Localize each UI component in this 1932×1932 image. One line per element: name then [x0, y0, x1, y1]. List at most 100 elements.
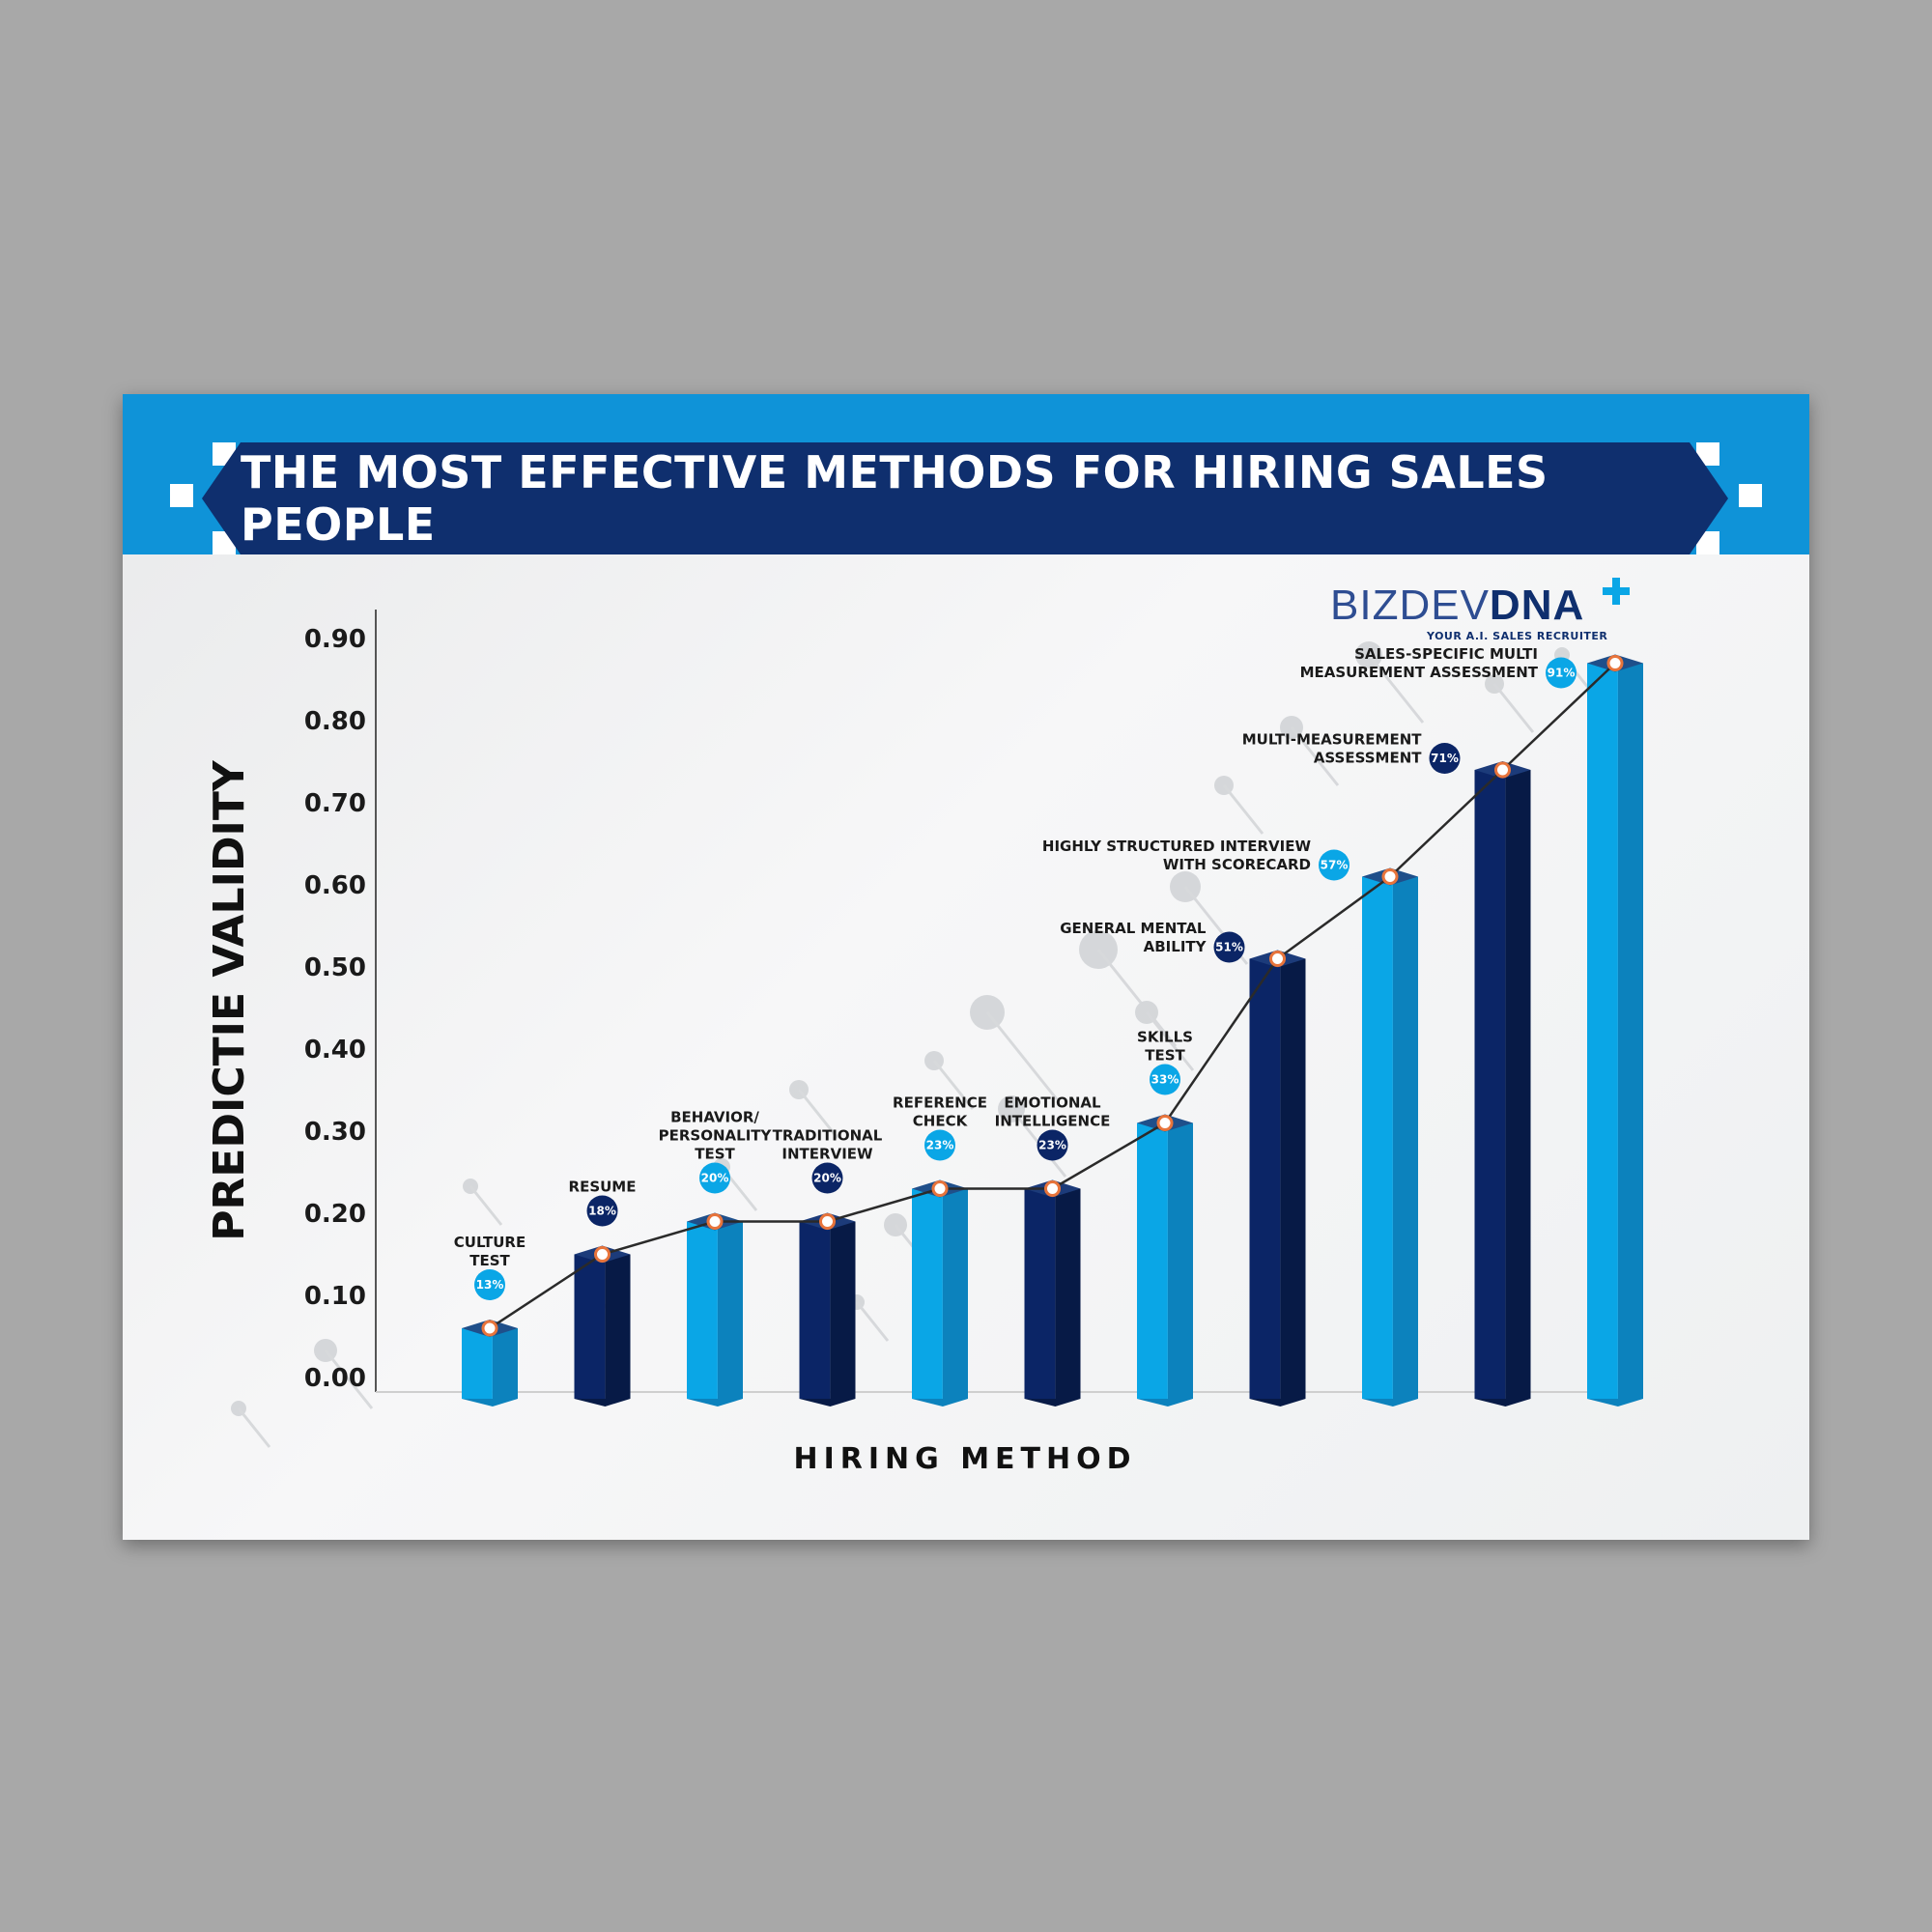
- title-bar: THE MOST EFFECTIVE METHODS FOR HIRING SA…: [202, 442, 1728, 554]
- molecule-node: [1170, 871, 1201, 902]
- category-label: EMOTIONAL: [1004, 1094, 1101, 1112]
- molecule-node: [231, 1401, 246, 1416]
- y-tick-label: 0.50: [304, 953, 366, 982]
- category-label: SALES-SPECIFIC MULTI: [1354, 645, 1538, 663]
- molecule-node: [463, 1179, 478, 1194]
- bar-front-face: [462, 1328, 493, 1399]
- bar-front-face: [912, 1188, 943, 1399]
- percent-badge: [1429, 743, 1461, 774]
- category-label: TRADITIONAL: [773, 1127, 883, 1145]
- molecule-bond: [985, 1011, 1059, 1100]
- bar: [799, 1212, 856, 1406]
- molecule-node: [314, 1339, 337, 1362]
- bar-side-face: [717, 1221, 743, 1399]
- molecule-node: [924, 1051, 944, 1070]
- percent-badge: [1150, 1064, 1180, 1095]
- bar-side-face: [605, 1254, 631, 1399]
- trend-point: [594, 1246, 611, 1263]
- y-tick-label: 0.00: [304, 1364, 366, 1393]
- bar-front-face: [1249, 958, 1281, 1399]
- percent-badge: [586, 1195, 618, 1227]
- trend-point: [1269, 951, 1286, 967]
- bar-side-face: [1280, 958, 1306, 1399]
- molecule-bond: [1222, 784, 1264, 835]
- bar-base: [1362, 1399, 1418, 1406]
- plus-icon: [1603, 578, 1630, 605]
- category-label: INTELLIGENCE: [995, 1113, 1111, 1130]
- molecule-node: [884, 1213, 907, 1236]
- bar-side-face: [1505, 770, 1531, 1399]
- bar-chart: 0.00 0.10 0.20 0.30 0.40 0.50 0.60 0.70 0.80 0.90…: [205, 610, 1643, 1476]
- molecule-node: [1280, 716, 1303, 739]
- bar-base: [799, 1399, 856, 1406]
- bar-front-face: [1587, 663, 1618, 1399]
- trend-point: [706, 1213, 724, 1230]
- bar-base: [912, 1399, 968, 1406]
- percent-badge: [699, 1162, 730, 1194]
- trend-point: [1156, 1115, 1174, 1131]
- bar-front-face: [1024, 1188, 1056, 1399]
- percent-badge-text: 20%: [701, 1172, 729, 1185]
- category-label: RESUME: [569, 1179, 637, 1196]
- molecule-node: [1214, 776, 1234, 795]
- y-tick-label: 0.90: [304, 625, 366, 654]
- category-label: ABILITY: [1144, 938, 1208, 955]
- y-axis-title: PREDICTIE VALIDITY: [205, 759, 254, 1241]
- bar-front-face: [574, 1254, 606, 1399]
- category-label: INTERVIEW: [781, 1146, 873, 1163]
- category-label: CULTURE: [454, 1234, 526, 1251]
- header-corner-ornament: [170, 484, 193, 507]
- bar: [912, 1179, 968, 1406]
- percent-badge: [811, 1162, 843, 1194]
- percent-badge-text: 13%: [476, 1278, 504, 1292]
- category-label: BEHAVIOR/: [670, 1109, 759, 1126]
- bar-base: [462, 1399, 518, 1406]
- percent-badge-text: 57%: [1321, 859, 1349, 872]
- brand-logo: BIZDEVDNA YOUR A.I. SALES RECRUITER: [1330, 578, 1649, 649]
- category-label: WITH SCORECARD: [1163, 856, 1311, 873]
- molecule-node: [789, 1080, 809, 1099]
- page-title: THE MOST EFFECTIVE METHODS FOR HIRING SA…: [241, 446, 1548, 551]
- infographic-card: THE MOST EFFECTIVE METHODS FOR HIRING SA…: [123, 394, 1809, 1540]
- percent-badge-text: 91%: [1548, 667, 1576, 680]
- logo-wordmark-part1: BIZDEV: [1330, 582, 1490, 629]
- percent-badge: [1037, 1129, 1068, 1161]
- molecule-bond: [1367, 654, 1425, 724]
- trend-point: [1381, 868, 1399, 885]
- bar: [687, 1212, 743, 1406]
- trend-point: [1044, 1180, 1061, 1197]
- category-label: TEST: [695, 1146, 735, 1163]
- bar-side-face: [942, 1188, 968, 1399]
- bar-front-face: [1137, 1122, 1168, 1399]
- y-tick-label: 0.30: [304, 1118, 366, 1147]
- bar: [1024, 1179, 1081, 1406]
- category-label: GENERAL MENTAL: [1060, 920, 1207, 937]
- molecule-node: [970, 995, 1005, 1030]
- percent-badge-text: 18%: [588, 1205, 616, 1218]
- molecule-node: [1485, 674, 1504, 694]
- trend-point: [931, 1180, 949, 1197]
- percent-badge-text: 51%: [1215, 941, 1243, 954]
- bar-base: [687, 1399, 743, 1406]
- y-tick-label: 0.10: [304, 1282, 366, 1311]
- molecule-bond: [797, 1089, 839, 1139]
- molecule-bond: [1492, 683, 1535, 733]
- molecule-bond: [855, 1301, 890, 1342]
- x-axis-title: HIRING METHOD: [793, 1442, 1136, 1476]
- percent-badge-text: 20%: [813, 1172, 841, 1185]
- trend-point: [481, 1320, 498, 1337]
- y-tick-label: 0.70: [304, 789, 366, 818]
- molecule-bond: [1096, 949, 1178, 1047]
- logo-tagline: YOUR A.I. SALES RECRUITER: [1427, 630, 1608, 642]
- percent-badge: [1213, 931, 1245, 963]
- bar-front-face: [1362, 876, 1393, 1399]
- category-label: SKILLS: [1137, 1029, 1193, 1046]
- category-label: TEST: [1145, 1047, 1185, 1065]
- category-label: MEASUREMENT ASSESSMENT: [1300, 664, 1539, 681]
- molecule-bond: [324, 1350, 374, 1409]
- bar: [1474, 761, 1531, 1406]
- percent-badge-text: 23%: [926, 1139, 954, 1152]
- logo-wordmark-part2: DNA: [1489, 582, 1585, 629]
- bar-base: [1474, 1399, 1531, 1406]
- percent-badge-text: 23%: [1038, 1139, 1066, 1152]
